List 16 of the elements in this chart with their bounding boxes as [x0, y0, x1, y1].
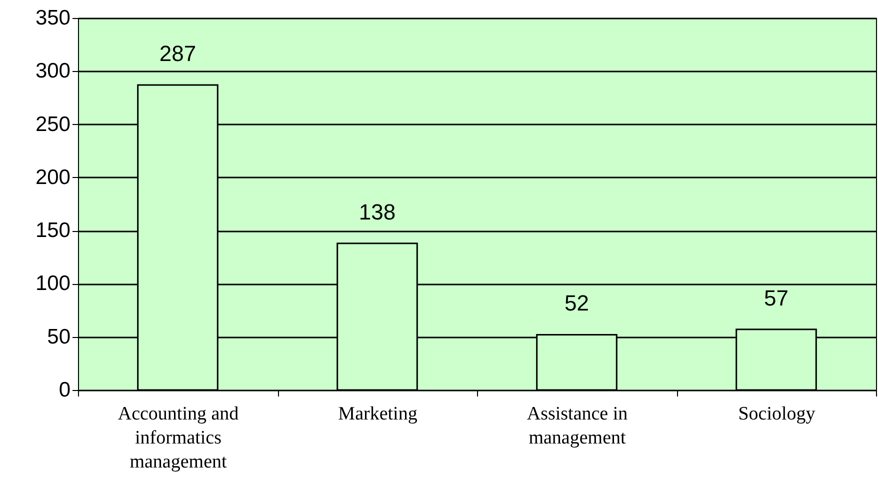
y-tick-label: 50: [47, 325, 70, 348]
data-label: 52: [564, 290, 589, 316]
y-tick-label: 350: [35, 6, 70, 30]
x-tick-label: Accounting and informatics management: [118, 404, 240, 472]
x-tick-label: Marketing: [338, 404, 418, 424]
y-tick-label: 250: [35, 112, 70, 136]
y-tick-label: 150: [35, 219, 70, 242]
data-label: 138: [358, 199, 396, 224]
y-tick-label: 100: [35, 272, 70, 296]
y-tick-label: 300: [35, 60, 70, 83]
data-label: 57: [764, 285, 788, 310]
y-tick-label: 0: [58, 378, 70, 402]
x-tick-label: Assistance in management: [526, 404, 628, 448]
y-tick-label: 200: [35, 166, 70, 189]
data-label: 287: [159, 40, 196, 66]
x-tick-label: Sociology: [738, 404, 816, 424]
